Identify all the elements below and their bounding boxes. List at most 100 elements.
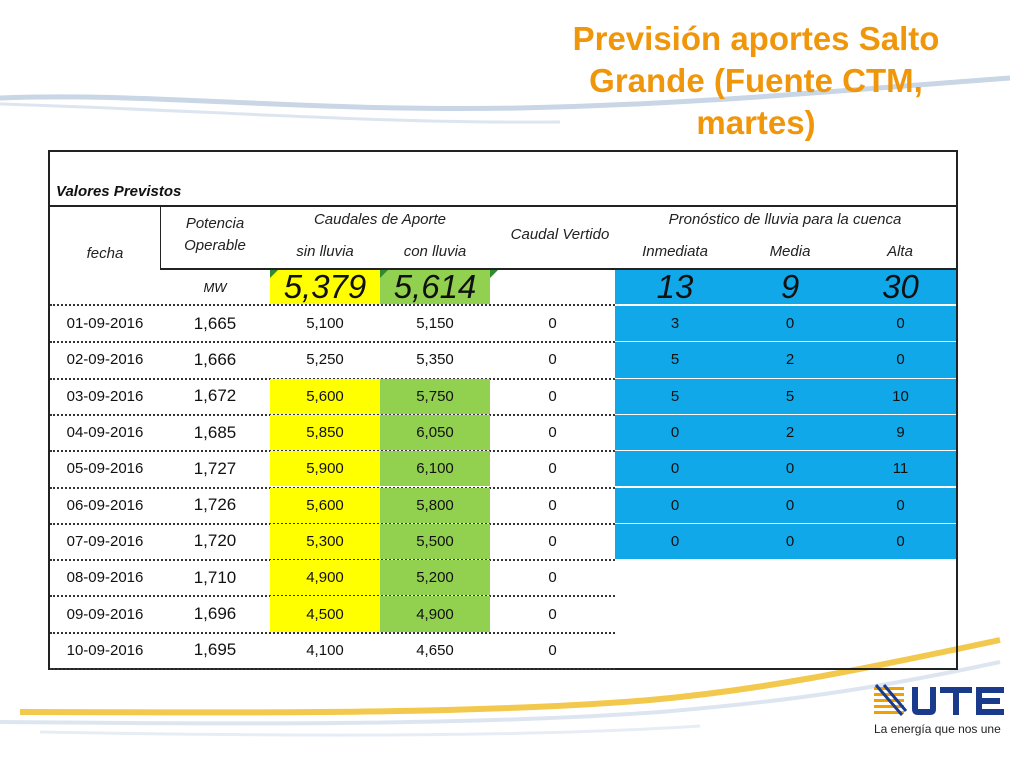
cell-media: 5 <box>735 378 845 414</box>
cell-caudal-vertido: 0 <box>548 387 557 405</box>
cell-inmediata: 0 <box>615 487 735 523</box>
cell-caudal-vertido: 0 <box>548 460 557 478</box>
cell-sin-lluvia: 4,900 <box>270 560 380 596</box>
cell-inmediata: 5 <box>615 378 735 414</box>
cell-inmediata <box>615 596 735 631</box>
cell-fecha: 08-09-2016 <box>66 569 144 587</box>
cell-con-lluvia: 5,350 <box>416 351 454 369</box>
header-caudal-vertido: Caudal Vertido <box>510 226 610 243</box>
cell-alta: 0 <box>845 487 956 523</box>
row-separator <box>50 341 615 344</box>
cell-media: 2 <box>735 414 845 451</box>
cell-caudal-vertido: 0 <box>548 496 557 514</box>
summary-sin-lluvia: 5,379 <box>270 268 380 305</box>
row-separator <box>50 304 615 306</box>
cell-marker <box>380 270 388 278</box>
cell-potencia: 1,665 <box>193 313 237 333</box>
cell-inmediata <box>615 560 735 595</box>
cell-inmediata: 0 <box>615 414 735 451</box>
cell-alta: 0 <box>845 342 956 378</box>
cell-marker <box>490 270 498 278</box>
cell-inmediata: 0 <box>615 523 735 560</box>
cell-fecha: 09-09-2016 <box>66 605 144 623</box>
header-fecha: fecha <box>86 244 124 262</box>
cell-caudal-vertido: 0 <box>548 351 557 369</box>
cell-alta <box>845 633 956 668</box>
cell-fecha: 02-09-2016 <box>66 351 144 369</box>
cell-fecha: 01-09-2016 <box>66 315 144 333</box>
cell-potencia: 1,672 <box>193 386 237 406</box>
header-alta: Alta <box>887 242 913 260</box>
cell-potencia: 1,727 <box>193 458 237 478</box>
units-label: MW <box>203 279 227 295</box>
cell-sin-lluvia: 5,900 <box>270 451 380 487</box>
header-media: Media <box>769 242 811 260</box>
summary-media: 9 <box>735 268 845 305</box>
section-label: Valores Previstos <box>56 182 182 200</box>
page-title: Previsión aportes Salto Grande (Fuente C… <box>572 20 940 141</box>
cell-con-lluvia: 6,050 <box>380 414 490 451</box>
header-caudales-group: Caudales de Aporte <box>313 210 447 228</box>
cell-sin-lluvia: 4,100 <box>306 641 344 659</box>
cell-caudal-vertido: 0 <box>548 605 557 623</box>
cell-alta: 0 <box>845 523 956 560</box>
row-separator <box>50 631 615 634</box>
cell-sin-lluvia: 4,500 <box>270 596 380 632</box>
cell-caudal-vertido: 0 <box>548 569 557 587</box>
cell-inmediata <box>615 633 735 668</box>
cell-sin-lluvia: 5,250 <box>306 351 344 369</box>
header-bottom-line <box>160 268 956 270</box>
header-con-lluvia: con lluvia <box>403 242 467 260</box>
cell-fecha: 06-09-2016 <box>66 496 144 514</box>
cell-potencia: 1,720 <box>193 531 237 551</box>
cell-alta: 9 <box>845 414 956 451</box>
cell-inmediata: 0 <box>615 451 735 487</box>
cell-sin-lluvia: 5,600 <box>270 487 380 523</box>
header-pronostico-group: Pronóstico de lluvia para la cuenca <box>668 210 902 228</box>
cell-fecha: 07-09-2016 <box>66 532 144 550</box>
cell-media: 2 <box>735 342 845 378</box>
cell-con-lluvia: 4,900 <box>380 596 490 632</box>
cell-media: 0 <box>735 523 845 560</box>
summary-alta: 30 <box>845 268 956 305</box>
cell-con-lluvia: 5,200 <box>380 560 490 596</box>
cell-potencia: 1,696 <box>193 604 237 624</box>
header-sin-lluvia: sin lluvia <box>296 242 354 260</box>
header-vline <box>160 205 161 269</box>
summary-con-lluvia: 5,614 <box>380 268 490 305</box>
cell-alta: 11 <box>845 451 956 487</box>
header-divider <box>50 205 956 207</box>
cell-con-lluvia: 6,100 <box>380 451 490 487</box>
header-potencia: Potencia Operable <box>184 215 246 254</box>
cell-con-lluvia: 5,150 <box>416 315 454 333</box>
cell-potencia: 1,710 <box>193 567 237 587</box>
ute-logo-icon <box>874 684 1004 716</box>
cell-marker <box>270 270 278 278</box>
cell-media <box>735 560 845 595</box>
cell-potencia: 1,695 <box>193 640 237 660</box>
cell-alta <box>845 560 956 595</box>
cell-potencia: 1,685 <box>193 422 237 442</box>
cell-caudal-vertido: 0 <box>548 315 557 333</box>
cell-inmediata: 5 <box>615 342 735 378</box>
cell-con-lluvia: 4,650 <box>416 641 454 659</box>
cell-potencia: 1,726 <box>193 495 237 515</box>
cell-alta <box>845 596 956 631</box>
cell-media <box>735 596 845 631</box>
cell-sin-lluvia: 5,300 <box>270 523 380 560</box>
row-separator <box>50 668 615 670</box>
cell-sin-lluvia: 5,100 <box>306 315 344 333</box>
cell-con-lluvia: 5,500 <box>380 523 490 560</box>
summary-inmediata: 13 <box>615 268 735 305</box>
forecast-table: Valores Previstos fecha Potencia Operabl… <box>48 150 958 670</box>
logo-tagline: La energía que nos une <box>874 722 1001 736</box>
cell-alta: 0 <box>845 306 956 342</box>
cell-con-lluvia: 5,800 <box>380 487 490 523</box>
cell-media: 0 <box>735 306 845 342</box>
cell-alta: 10 <box>845 378 956 414</box>
cell-fecha: 03-09-2016 <box>66 387 144 405</box>
cell-inmediata: 3 <box>615 306 735 342</box>
cell-sin-lluvia: 5,850 <box>270 414 380 451</box>
cell-fecha: 04-09-2016 <box>66 424 144 442</box>
